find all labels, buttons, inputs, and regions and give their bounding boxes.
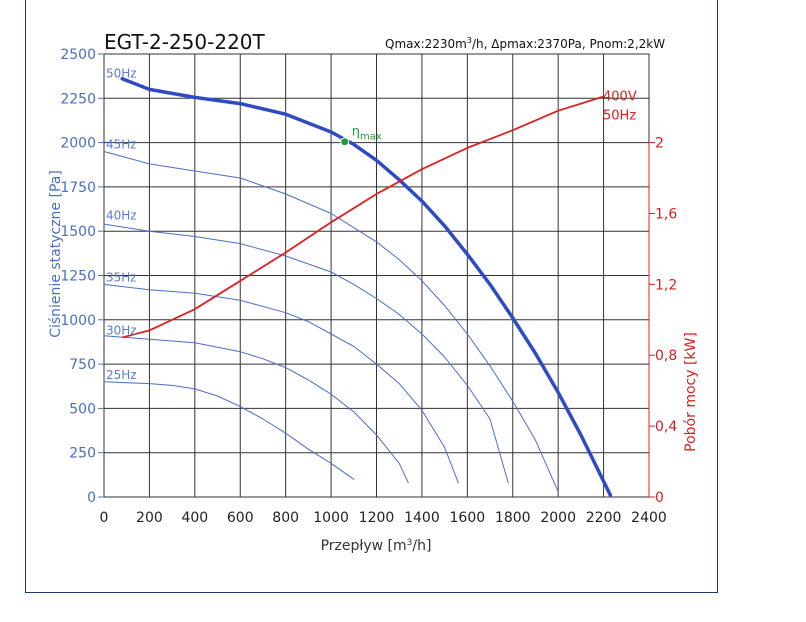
curve-label-50hz: 50Hz [106,67,137,81]
curve-label-30hz: 30Hz [106,324,137,338]
x-tick-label: 200 [136,510,163,526]
y2-tick-label: 0 [655,490,664,506]
x-axis-label-pre: Przepływ [m [321,538,407,554]
subtitle-rest: /h, Δpmax:2370Pa, Pnom:2,2kW [472,37,665,51]
pressure-curves [103,77,613,497]
y-tick-label: 750 [69,357,96,373]
curve-label-25hz: 25Hz [106,368,137,382]
power-curve-label-voltage: 400V [603,90,637,105]
y-tick-label: 2250 [60,91,96,107]
power-curve [121,95,604,339]
x-tick-label: 1000 [313,510,349,526]
pressure-curve-50hz [120,77,613,497]
eta-max-marker [340,137,350,147]
eta-marker-group: ηmax [340,125,382,147]
power-curve-line [121,95,604,339]
curve-label-40hz: 40Hz [106,208,137,222]
chart-labels: 0 200 400 600 800 1000 1200 1400 1600 1800 2000 220… [60,47,677,526]
x-axis-label: Przepływ [m3/h] [321,538,432,554]
x-axis-label-sup: 3 [407,538,413,548]
subtitle-qmax: Qmax:2230m [385,37,467,51]
y2-tick-label: 1,2 [655,277,677,293]
y-axis-label: Ciśnienie statyczne [Pa] [48,170,64,338]
pressure-curve-40hz [103,223,509,484]
x-tick-label: 2000 [540,510,576,526]
chart-grid [98,53,655,498]
x-tick-label: 400 [181,510,208,526]
x-tick-label: 2400 [631,510,667,526]
power-curve-label-frequency: 50Hz [603,109,636,124]
y-tick-label: 2500 [60,47,96,63]
chart-title: EGT-2-250-220T [104,30,266,54]
x-tick-label: 1400 [404,510,440,526]
eta-max-label: ηmax [352,125,382,143]
y2-axis-label: Pobór mocy [kW] [683,332,699,452]
y2-tick-label: 2 [655,136,664,152]
x-axis-label-post: /h] [412,538,431,554]
x-tick-label: 1200 [359,510,395,526]
y2-tick-label: 0,4 [655,419,677,435]
frame-left-border [25,0,26,593]
x-tick-label: 2200 [586,510,622,526]
curve-label-35hz: 35Hz [106,271,137,285]
frame-bottom-border [25,592,718,593]
pressure-curve-45hz [103,151,559,493]
x-tick-label: 600 [227,510,254,526]
y-tick-label: 250 [69,446,96,462]
y-tick-label: 2000 [60,136,96,152]
y-tick-label: 500 [69,401,96,417]
pressure-curve-30hz [103,335,409,484]
y-tick-label: 1500 [60,224,96,240]
x-tick-label: 1800 [495,510,531,526]
y2-tick-label: 1,6 [655,206,677,222]
y-tick-label: 1250 [60,269,96,285]
y2-tick-label: 0,8 [655,348,677,364]
x-tick-label: 800 [272,510,299,526]
curve-label-45hz: 45Hz [106,138,137,152]
y-tick-label: 1750 [60,180,96,196]
y-tick-label: 0 [87,490,96,506]
frame-right-border [717,0,718,593]
pressure-curve-35hz [103,283,459,484]
x-tick-label: 1600 [450,510,486,526]
y-tick-label: 1000 [60,313,96,329]
subtitle-unit-sup: 3 [467,36,472,45]
x-tick-label: 0 [100,510,109,526]
pressure-curve-25hz [103,381,355,480]
chart-subtitle: Qmax:2230m3/h, Δpmax:2370Pa, Pnom:2,2kW [385,36,665,51]
